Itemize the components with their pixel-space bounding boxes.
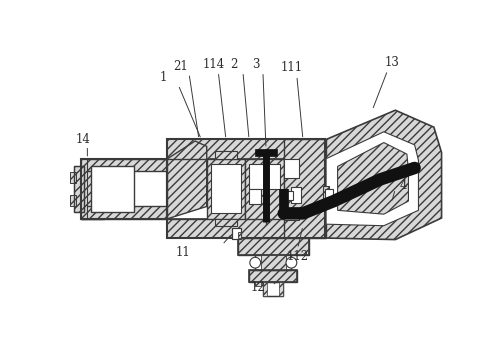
Bar bbox=[81, 159, 167, 171]
Bar bbox=[167, 139, 325, 159]
Text: 3: 3 bbox=[252, 58, 260, 71]
Text: 114: 114 bbox=[203, 58, 225, 71]
Bar bbox=[325, 189, 333, 203]
Bar bbox=[215, 151, 237, 159]
Bar bbox=[249, 270, 297, 282]
Bar bbox=[237, 232, 241, 238]
Text: 4: 4 bbox=[399, 179, 407, 192]
Bar bbox=[215, 219, 237, 226]
Bar bbox=[255, 149, 277, 157]
Bar bbox=[81, 206, 167, 219]
Bar bbox=[284, 139, 326, 238]
Bar bbox=[232, 228, 241, 239]
Polygon shape bbox=[338, 143, 408, 214]
Text: 1: 1 bbox=[159, 71, 166, 84]
Bar bbox=[81, 159, 87, 219]
Bar bbox=[255, 255, 291, 270]
Bar bbox=[323, 186, 329, 206]
Bar bbox=[249, 270, 297, 282]
Bar bbox=[255, 255, 291, 270]
Bar bbox=[245, 159, 284, 219]
Bar bbox=[249, 164, 280, 189]
Text: 2: 2 bbox=[230, 58, 237, 71]
Bar bbox=[291, 187, 301, 203]
Circle shape bbox=[250, 257, 261, 268]
Polygon shape bbox=[167, 141, 207, 219]
Text: 14: 14 bbox=[75, 133, 90, 146]
Text: 112: 112 bbox=[286, 250, 308, 263]
Text: 11: 11 bbox=[175, 246, 190, 259]
Bar bbox=[81, 159, 104, 219]
Bar bbox=[91, 166, 134, 212]
Bar bbox=[211, 164, 241, 213]
Polygon shape bbox=[326, 110, 442, 240]
Bar bbox=[263, 282, 283, 296]
Polygon shape bbox=[326, 132, 418, 226]
Text: 21: 21 bbox=[173, 60, 188, 73]
Text: 111: 111 bbox=[280, 61, 302, 74]
Bar bbox=[167, 139, 325, 238]
Bar bbox=[232, 228, 241, 239]
Bar bbox=[74, 166, 84, 212]
Bar bbox=[167, 219, 325, 238]
Bar bbox=[263, 282, 283, 296]
Bar bbox=[279, 282, 283, 296]
Text: 13: 13 bbox=[385, 56, 400, 69]
Bar bbox=[255, 282, 262, 286]
Bar bbox=[71, 172, 76, 182]
Bar bbox=[74, 166, 84, 212]
Bar bbox=[261, 255, 286, 270]
Bar bbox=[263, 282, 267, 296]
Bar bbox=[237, 238, 309, 255]
Circle shape bbox=[286, 257, 297, 268]
Bar bbox=[284, 159, 299, 178]
Bar bbox=[81, 159, 167, 219]
Bar bbox=[71, 195, 76, 206]
Bar bbox=[249, 189, 261, 204]
Bar bbox=[237, 238, 309, 255]
Bar bbox=[284, 191, 293, 200]
Bar bbox=[207, 159, 245, 219]
Text: 12: 12 bbox=[251, 281, 266, 294]
Bar bbox=[284, 209, 299, 220]
